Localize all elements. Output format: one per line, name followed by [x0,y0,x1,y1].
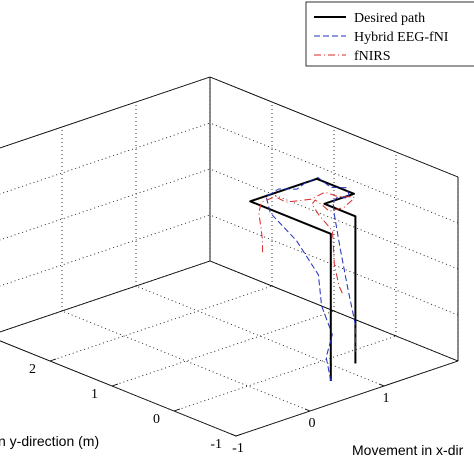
x-axis-label: Movement in x-dir [352,442,464,458]
x-tick-mark [230,433,237,437]
grid-line [135,285,385,387]
back-edge [209,260,459,362]
back-edge [0,76,211,149]
tick-labels: -1 0 1 -1 0 1 2 [29,362,390,456]
grid-line [0,340,237,437]
grid-layer [0,76,459,437]
back-edge [209,76,459,178]
back-edge [0,260,211,333]
series-layer [249,177,357,382]
legend-label-fnirs: fNIRS [354,49,391,64]
axes-box [0,76,459,437]
y-tick-label: 2 [29,362,36,377]
grid-line [0,214,211,287]
x-tick-mark [378,383,385,387]
grid-line [209,122,459,224]
series-line-fnirs [258,191,355,297]
x-tick-mark [304,408,311,412]
x-tick-label: 0 [309,416,316,431]
y-tick-label: 1 [91,387,98,402]
legend-label-hybrid: Hybrid EEG-fNI [354,30,449,45]
grid-line [61,310,311,412]
grid-line [49,285,273,362]
y-tick-mark [235,433,243,437]
x-tick-label: -1 [232,441,244,456]
grid-line [0,260,211,333]
series-line-hybrid-eeg-fnirs [265,177,357,382]
y-axis-label: n y-direction (m) [0,433,99,449]
legend: Desired path Hybrid EEG-fNI fNIRS [305,1,474,67]
series-line-desired-path [249,177,357,381]
axis-y-line [0,340,237,437]
y-tick-mark [173,408,181,412]
grid-line [111,310,335,387]
y-tick-mark [49,358,57,362]
axis-x-line [235,360,459,437]
grid-line [0,122,211,195]
y-tick-label: 0 [153,412,160,427]
y-tick-mark [111,383,119,387]
y-tick-label: -1 [210,437,222,452]
grid-line [0,168,211,241]
grid-line [173,335,397,412]
grid-line [0,260,211,333]
legend-label-desired: Desired path [354,11,425,26]
grid-line [0,76,211,149]
grid-line [209,168,459,270]
grid-line [209,214,459,316]
x-tick-label: 1 [383,391,390,406]
